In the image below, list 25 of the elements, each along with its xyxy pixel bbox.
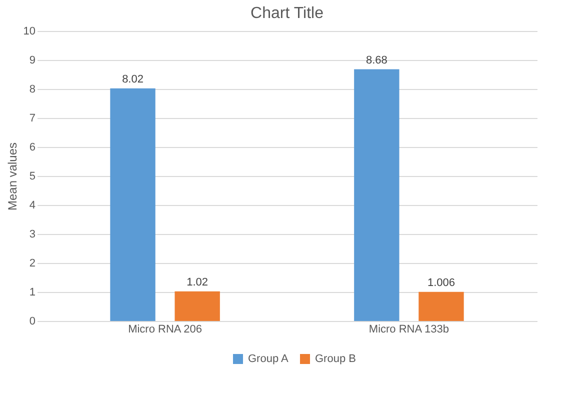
y-tick-label: 4 [29,200,36,212]
bar [354,69,400,321]
y-axis-title: Mean values [5,142,20,211]
legend-label: Group B [315,353,356,365]
y-tick-label: 0 [29,316,36,328]
y-tick-label: 8 [29,84,36,96]
y-tick-label: 6 [29,142,36,154]
data-label: 1.006 [427,276,455,289]
x-tick-label: Micro RNA 133b [368,324,449,336]
y-tick-label: 1 [29,286,36,298]
bar [110,88,156,321]
bar [418,292,464,321]
legend-label: Group A [248,353,290,365]
data-label: 8.02 [122,73,144,86]
y-tick-label: 2 [29,258,36,270]
data-label: 8.68 [366,54,388,66]
y-tick-label: 7 [29,112,36,124]
x-tick-label: Micro RNA 206 [128,324,202,336]
y-tick-label: 9 [29,54,36,66]
y-tick-label: 5 [29,170,36,182]
y-tick-label: 3 [29,228,36,240]
data-label: 1.02 [186,276,208,288]
y-tick-label: 10 [23,26,36,38]
chart-title: Chart Title [250,5,324,22]
bar [174,291,220,321]
